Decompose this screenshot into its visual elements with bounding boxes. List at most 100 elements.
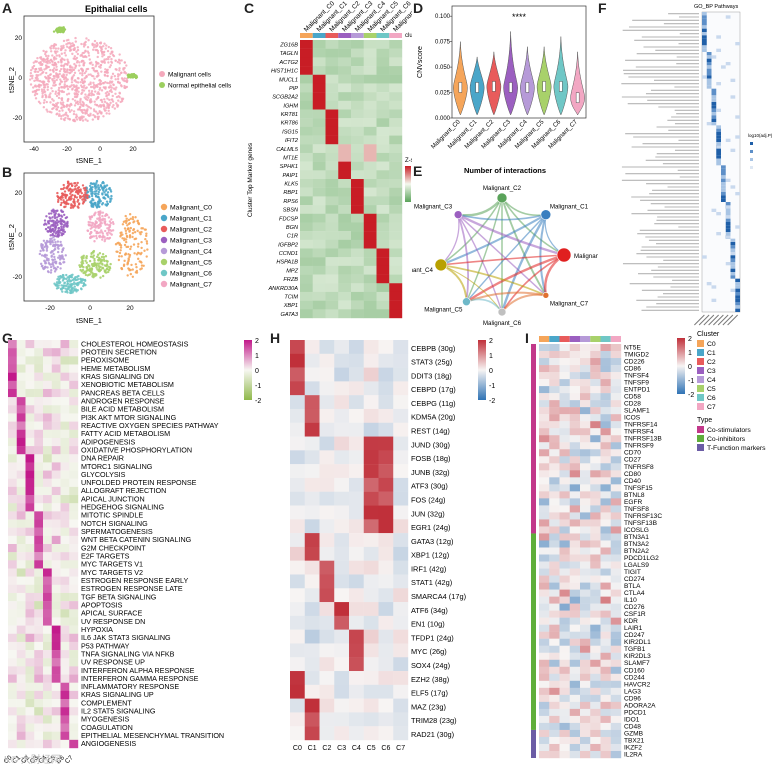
heat-cell — [580, 407, 591, 415]
row-label: CD58 — [624, 394, 641, 401]
point-malignant — [33, 70, 36, 73]
heat-cell — [51, 641, 61, 651]
point-malignant — [38, 67, 41, 70]
point-cluster — [66, 291, 69, 294]
row-label: KDR — [624, 618, 638, 625]
heat-cell — [334, 671, 350, 686]
heat-cell — [559, 365, 570, 373]
heat-cell — [389, 144, 403, 154]
point-malignant — [42, 105, 46, 109]
point-normal-epithelial — [59, 28, 63, 31]
heat-cell — [16, 478, 26, 488]
heat-cell — [610, 463, 622, 471]
point-malignant — [72, 84, 75, 87]
heat-cell — [300, 309, 313, 319]
heat-cell — [590, 372, 601, 380]
point-malignant — [81, 80, 85, 83]
heat-cell — [600, 645, 611, 653]
point-cluster — [96, 255, 99, 259]
heat-cell — [376, 100, 390, 110]
heat-cell — [51, 397, 61, 406]
go-cell — [706, 282, 712, 286]
go-column-label-placeholder — [727, 314, 738, 326]
heat-cell — [376, 83, 390, 93]
point-malignant — [82, 45, 86, 48]
heat-cell — [569, 659, 581, 667]
point-malignant — [31, 90, 35, 94]
heat-cell — [60, 739, 70, 749]
point-cluster — [49, 263, 52, 266]
point-malignant — [121, 97, 125, 100]
heat-cell — [8, 666, 17, 675]
violin-box — [542, 81, 546, 92]
heat-cell — [376, 118, 390, 128]
point-malignant — [65, 103, 69, 107]
heat-cell — [60, 348, 70, 357]
heat-cell — [351, 66, 364, 75]
heat-cell — [43, 723, 52, 732]
heat-cell — [69, 446, 79, 455]
heat-cell — [580, 372, 591, 380]
point-malignant — [108, 55, 111, 59]
point-cluster — [97, 262, 100, 265]
heat-cell — [569, 505, 581, 513]
heat-cell — [393, 367, 409, 382]
point-malignant — [57, 96, 61, 100]
heat-cell — [8, 674, 17, 683]
heat-cell — [60, 666, 70, 675]
point-malignant — [65, 73, 68, 77]
heat-cell — [363, 657, 379, 672]
heat-cell — [312, 83, 326, 93]
heat-cell — [600, 694, 611, 703]
point-cluster — [84, 198, 87, 202]
heat-cell — [376, 283, 390, 293]
panel-c-ylabel: Cluster Top Marker genes — [247, 142, 254, 217]
cluster-legend-key — [697, 394, 704, 401]
heat-cell — [8, 707, 17, 716]
heat-cell — [43, 715, 52, 724]
point-cluster — [59, 243, 63, 246]
go-cell — [735, 302, 740, 306]
panel-label-i: I — [525, 330, 529, 346]
row-label: REACTIVE OXYGEN SPECIES PATHWAY — [81, 421, 219, 430]
heat-cell — [610, 673, 622, 682]
point-malignant — [92, 45, 96, 49]
heat-cell — [389, 118, 403, 128]
point-malignant — [29, 68, 33, 72]
heat-cell — [363, 367, 379, 382]
point-malignant — [89, 98, 93, 101]
heat-cell — [569, 428, 581, 436]
point-cluster — [116, 242, 119, 245]
point-cluster — [80, 191, 84, 195]
heat-cell — [349, 546, 364, 561]
point-cluster — [89, 236, 92, 239]
point-malignant — [92, 67, 95, 70]
point-cluster — [68, 289, 72, 292]
row-label: INFLAMMATORY RESPONSE — [81, 682, 179, 691]
point-malignant — [73, 104, 77, 107]
heat-cell — [25, 707, 35, 716]
row-label: PROTEIN SECRETION — [81, 348, 157, 357]
heat-cell — [393, 574, 409, 589]
heat-cell — [378, 560, 394, 575]
row-label: MYC TARGETS V1 — [81, 560, 143, 569]
heat-cell — [363, 353, 379, 368]
point-cluster — [127, 253, 130, 256]
heat-cell — [600, 638, 611, 646]
point-malignant — [105, 112, 108, 115]
heat-cell — [43, 739, 52, 749]
heat-cell — [363, 533, 379, 548]
heat-cell — [363, 222, 377, 232]
heat-cell — [334, 546, 350, 561]
point-cluster — [104, 189, 108, 192]
heat-cell — [569, 407, 581, 415]
gene-label: CALML5 — [276, 147, 299, 153]
heat-cell — [60, 625, 70, 634]
heat-cell — [325, 40, 339, 49]
heat-cell — [590, 673, 601, 682]
point-cluster — [101, 180, 105, 184]
heat-cell — [539, 498, 550, 506]
point-malignant — [100, 82, 103, 86]
heat-cell — [43, 633, 52, 643]
